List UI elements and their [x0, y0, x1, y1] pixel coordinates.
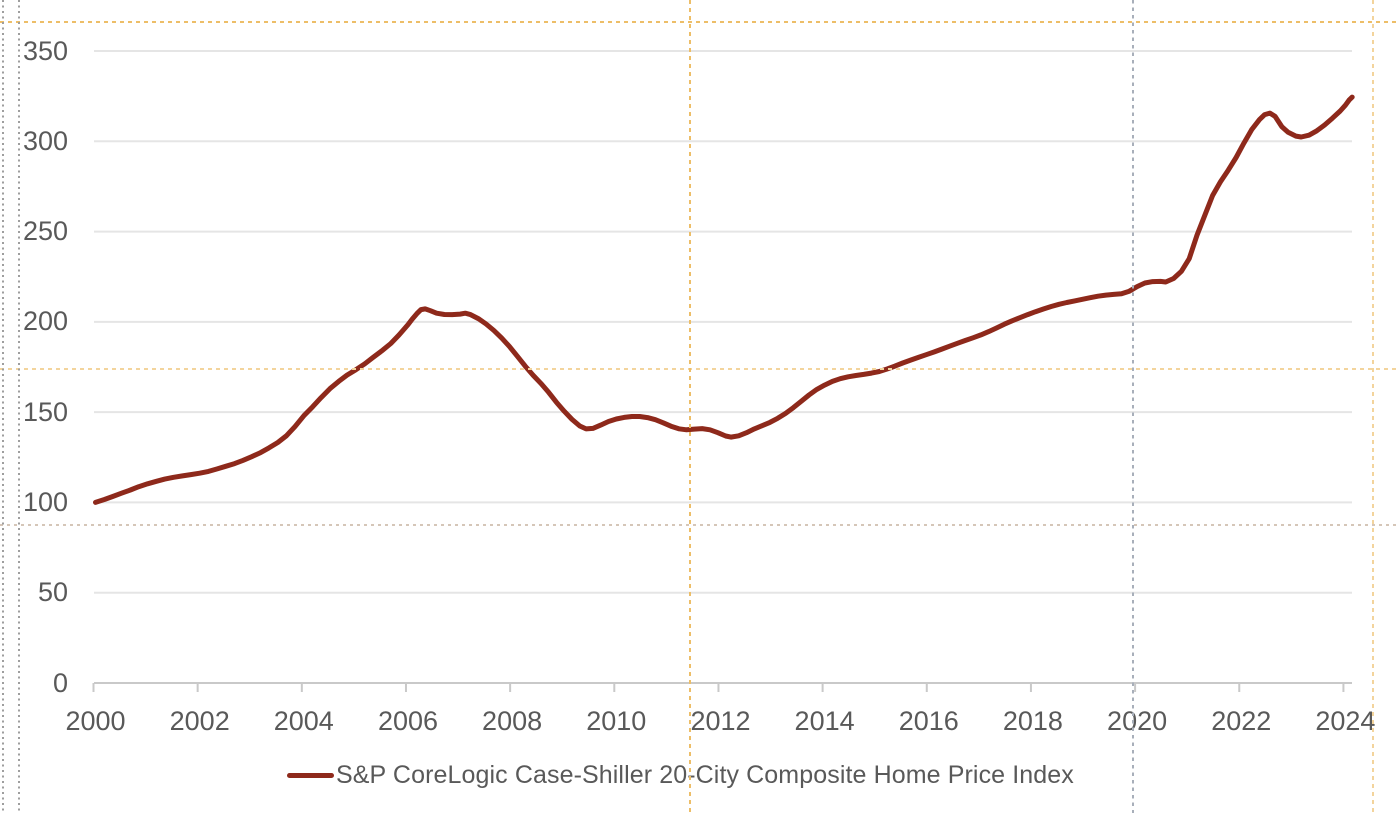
x-axis-tick-label: 2006 — [377, 706, 439, 736]
legend-series-label: S&P CoreLogic Case-Shiller 20-City Compo… — [336, 761, 1074, 789]
y-axis-tick-label: 50 — [37, 577, 68, 608]
x-axis-tick-label: 2008 — [482, 706, 543, 736]
page-break-line-vertical — [1132, 0, 1134, 813]
x-axis-tick-label: 2024 — [1315, 706, 1376, 736]
y-axis: 0 50 100 150 200 250 300 350 — [0, 0, 68, 813]
x-axis-tick-label: 2016 — [898, 706, 959, 736]
x-axis-tick-label: 2004 — [273, 706, 334, 736]
guide-line-horizontal-top — [0, 21, 1400, 23]
edge-dotted-line-2 — [18, 0, 20, 813]
x-axis-tick-label: 2014 — [794, 706, 855, 736]
x-axis-tick-label: 2000 — [65, 706, 126, 736]
y-axis-tick-label: 250 — [22, 216, 68, 247]
x-axis-tick-label: 2018 — [1002, 706, 1063, 736]
y-axis-tick-label: 200 — [22, 306, 68, 337]
x-axis-tick-label: 2022 — [1211, 706, 1272, 736]
x-axis-tick-label: 2012 — [690, 706, 751, 736]
legend-line-swatch — [287, 773, 334, 778]
y-axis-tick-label: 300 — [22, 125, 68, 156]
edge-dotted-line-1 — [2, 0, 4, 813]
y-axis-tick-label: 150 — [22, 396, 68, 427]
x-axis-tick-label: 2002 — [169, 706, 230, 736]
x-axis-tick-label: 2020 — [1107, 706, 1168, 736]
guide-line-horizontal-lower — [0, 524, 1400, 526]
y-axis-tick-label: 0 — [52, 667, 68, 698]
y-axis-tick-label: 100 — [22, 486, 68, 517]
y-axis-tick-label: 350 — [22, 35, 68, 66]
x-axis-tick-label: 2010 — [586, 706, 647, 736]
legend: S&P CoreLogic Case-Shiller 20-City Compo… — [287, 761, 1074, 789]
guide-line-vertical-right — [1372, 0, 1374, 813]
guide-line-horizontal-middle — [0, 368, 1400, 370]
series-line-case-shiller — [93, 94, 1355, 505]
guide-line-vertical-center — [689, 0, 691, 813]
